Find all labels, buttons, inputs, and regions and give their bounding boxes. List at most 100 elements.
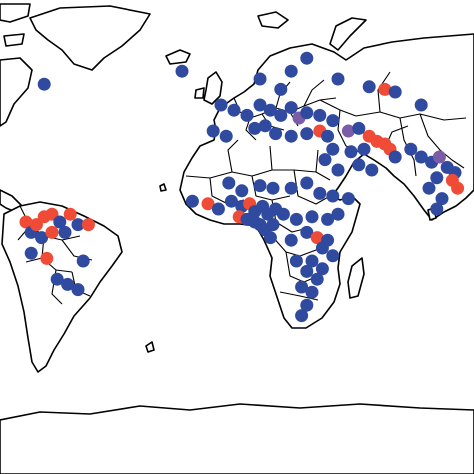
data-point-blue-62: [284, 181, 298, 195]
data-point-blue-20: [300, 106, 314, 120]
data-point-blue-4: [274, 82, 288, 96]
land-layer: [0, 3, 474, 474]
data-point-blue-64: [313, 186, 327, 200]
data-point-blue-102: [300, 298, 314, 312]
data-point-blue-29: [300, 127, 314, 141]
madagascar-outline: [347, 257, 365, 299]
data-points: [19, 51, 465, 323]
data-point-blue-24: [219, 129, 233, 143]
data-point-red-114: [45, 225, 59, 239]
data-point-blue-52: [430, 171, 444, 185]
data-point-blue-3: [253, 72, 267, 86]
data-point-blue-70: [224, 194, 238, 208]
data-point-blue-65: [326, 189, 340, 203]
data-point-blue-60: [253, 179, 267, 193]
data-point-blue-109: [53, 215, 67, 229]
data-point-blue-94: [326, 249, 340, 263]
data-point-blue-88: [263, 231, 277, 245]
data-point-blue-21: [313, 108, 327, 122]
data-point-red-112: [81, 218, 95, 232]
data-point-blue-113: [35, 231, 49, 245]
data-point-blue-85: [305, 210, 319, 224]
data-point-blue-103: [295, 309, 309, 323]
data-point-blue-67: [185, 194, 199, 208]
data-point-red-54: [451, 181, 465, 195]
data-point-purple-32: [341, 124, 355, 138]
data-point-blue-89: [284, 233, 298, 247]
data-point-blue-39: [344, 145, 358, 159]
data-point-blue-11: [414, 98, 428, 112]
data-point-blue-13: [227, 103, 241, 117]
antarctica-outline: [0, 403, 474, 474]
data-point-blue-111: [71, 218, 85, 232]
data-point-blue-33: [352, 121, 366, 135]
data-point-blue-86: [321, 212, 335, 226]
data-point-blue-77: [276, 207, 290, 221]
data-point-blue-99: [310, 272, 324, 286]
british-isles-outline: [194, 71, 223, 105]
data-point-blue-23: [206, 124, 220, 138]
data-point-blue-115: [58, 225, 72, 239]
data-point-blue-56: [435, 192, 449, 206]
greenland-outline: [29, 5, 151, 71]
data-point-red-9: [378, 82, 392, 96]
data-point-blue-120: [61, 277, 75, 291]
data-point-blue-45: [388, 150, 402, 164]
data-point-blue-42: [331, 163, 345, 177]
data-point-blue-38: [357, 142, 371, 156]
data-point-blue-43: [352, 158, 366, 172]
data-point-blue-31: [321, 129, 335, 143]
data-point-blue-41: [318, 153, 332, 167]
novaya-zemlya-outline: [329, 17, 367, 51]
data-point-blue-6: [300, 51, 314, 65]
data-point-blue-63: [300, 176, 314, 190]
data-point-blue-46: [404, 142, 418, 156]
data-point-red-110: [63, 207, 77, 221]
data-point-blue-93: [315, 241, 329, 255]
svalbard-outline: [257, 11, 289, 29]
data-point-blue-119: [50, 272, 64, 286]
data-point-blue-57: [430, 202, 444, 216]
data-point-blue-40: [326, 142, 340, 156]
data-point-blue-87: [331, 207, 345, 221]
data-point-blue-100: [295, 280, 309, 294]
data-point-blue-116: [24, 246, 38, 260]
data-point-blue-12: [214, 98, 228, 112]
data-point-blue-58: [222, 176, 236, 190]
atlantic-islands-outline: [145, 183, 167, 353]
data-point-red-104: [19, 215, 33, 229]
data-point-blue-22: [326, 114, 340, 128]
african-borders: [185, 139, 333, 301]
data-point-blue-69: [211, 202, 225, 216]
arctic-islands-outline: [0, 3, 31, 47]
data-point-blue-97: [300, 264, 314, 278]
north-america-outline: [0, 57, 33, 127]
data-point-blue-25: [248, 121, 262, 135]
data-point-blue-1: [37, 77, 51, 91]
data-point-blue-121: [71, 283, 85, 297]
iceland-outline: [165, 49, 191, 65]
data-point-blue-83: [266, 218, 280, 232]
data-point-blue-96: [289, 254, 303, 268]
data-point-blue-18: [284, 101, 298, 115]
data-point-blue-118: [76, 254, 90, 268]
data-point-blue-84: [289, 212, 303, 226]
data-point-red-91: [310, 231, 324, 245]
data-point-blue-28: [284, 129, 298, 143]
data-point-blue-8: [362, 80, 376, 94]
data-point-blue-26: [258, 119, 272, 133]
data-point-blue-5: [284, 64, 298, 78]
data-point-red-117: [40, 251, 54, 265]
data-point-blue-10: [388, 85, 402, 99]
data-point-blue-14: [240, 108, 254, 122]
data-point-blue-66: [341, 192, 355, 206]
data-point-blue-59: [235, 184, 249, 198]
data-point-blue-101: [305, 285, 319, 299]
data-point-blue-17: [274, 108, 288, 122]
data-point-blue-15: [253, 98, 267, 112]
data-point-blue-47: [414, 150, 428, 164]
data-point-blue-55: [422, 181, 436, 195]
data-point-blue-7: [331, 72, 345, 86]
